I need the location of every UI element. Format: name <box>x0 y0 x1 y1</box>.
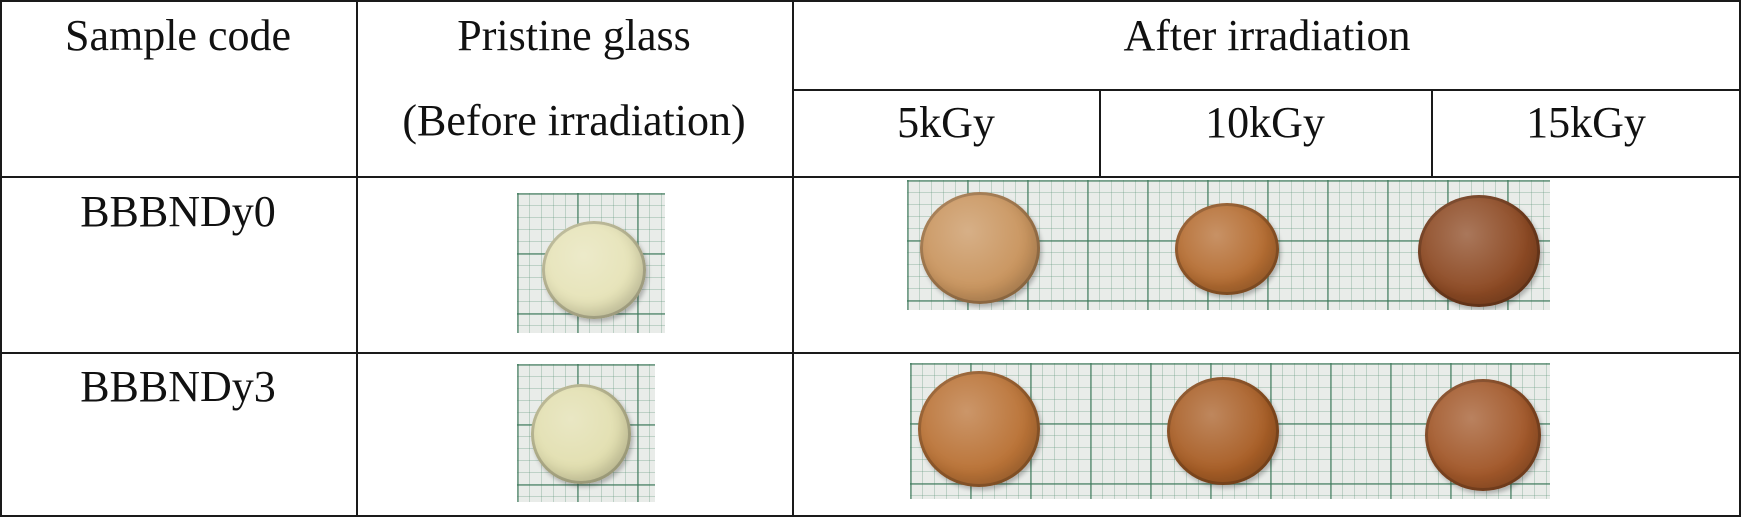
header-sample-code: Sample code <box>64 11 292 60</box>
glass-disc-10kgy <box>1175 203 1279 295</box>
glass-disc-10kgy <box>1167 377 1279 485</box>
table-border-left <box>0 0 2 517</box>
glass-disc-15kgy <box>1425 379 1541 491</box>
irradiated-glass-photo <box>907 180 1550 310</box>
glass-disc-15kgy <box>1418 195 1540 307</box>
glass-disc <box>542 221 646 319</box>
dose-divider-1 <box>1099 89 1101 177</box>
irradiated-glass-photo <box>910 363 1550 499</box>
header-subdivider <box>793 89 1741 91</box>
header-dose-5kgy: 5kGy <box>897 98 995 147</box>
col-divider-2 <box>792 0 794 517</box>
header-bottom-border <box>0 176 1741 178</box>
header-pristine-line2: (Before irradiation) <box>402 96 746 145</box>
glass-disc-5kgy <box>918 371 1040 487</box>
header-after-irradiation: After irradiation <box>1123 11 1411 60</box>
row-divider <box>0 352 1741 354</box>
glass-disc-5kgy <box>920 192 1040 304</box>
header-pristine-line1: Pristine glass <box>457 11 691 60</box>
glass-disc <box>531 384 631 484</box>
table-border-top <box>0 0 1741 2</box>
pristine-glass-photo <box>517 193 665 333</box>
row-sample-code: BBBNDy3 <box>80 362 276 411</box>
pristine-glass-photo <box>517 364 655 502</box>
col-divider-1 <box>356 0 358 517</box>
table-border-right <box>1739 0 1741 517</box>
header-dose-10kgy: 10kGy <box>1205 98 1325 147</box>
row-sample-code: BBBNDy0 <box>80 187 276 236</box>
header-dose-15kgy: 15kGy <box>1526 98 1646 147</box>
table-border-bottom <box>0 515 1741 517</box>
dose-divider-2 <box>1431 89 1433 177</box>
